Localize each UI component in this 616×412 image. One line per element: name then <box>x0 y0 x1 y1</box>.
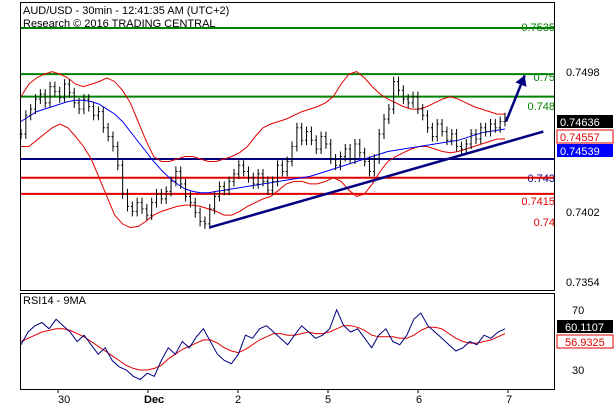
price-ytick-2: 0.7354 <box>566 277 600 289</box>
svg-text:0.74557: 0.74557 <box>560 132 600 144</box>
header-line1: AUD/USD - 30min - 12:41:35 AM (UTC+2) <box>23 5 229 17</box>
xtick-3: 5 <box>325 394 331 406</box>
rsi-badge-current: 60.1107 <box>557 320 613 334</box>
level-label-5: 0.74 <box>534 217 555 229</box>
rsi-ytick-0: 70 <box>572 305 584 317</box>
price-ytick-0: 0.7498 <box>566 67 600 79</box>
level-label-3: 0.743 <box>527 173 555 185</box>
price-badge-blue: 0.74539 <box>557 144 613 158</box>
svg-text:56.9325: 56.9325 <box>565 337 605 349</box>
level-label-4: 0.7415 <box>521 196 555 208</box>
price-ytick-1: 0.7402 <box>566 207 600 219</box>
price-badge-current: 0.74636 <box>557 115 613 129</box>
xtick-0: 30 <box>58 394 70 406</box>
svg-text:0.74539: 0.74539 <box>560 146 600 158</box>
rsi-title: RSI14 - 9MA <box>23 295 87 307</box>
bollinger-lower <box>21 123 505 229</box>
rsi-ytick-2: 30 <box>572 365 584 377</box>
price-panel-frame <box>20 2 555 291</box>
xtick-4: 6 <box>416 394 422 406</box>
level-label-2: 0.748 <box>527 101 555 113</box>
price-badge-red: 0.74557 <box>556 129 614 144</box>
svg-text:60.1107: 60.1107 <box>565 322 604 334</box>
support-trendline <box>208 130 544 229</box>
xtick-5: 7 <box>506 394 512 406</box>
xtick-2: 2 <box>235 394 241 406</box>
rsi-line <box>20 308 506 381</box>
forecast-arrow-head <box>515 75 527 87</box>
rsi-badge-ma: 56.9325 <box>556 334 614 349</box>
rsi-panel-frame <box>20 293 555 390</box>
bollinger-upper <box>20 71 505 162</box>
rsi-ma-line <box>20 325 506 371</box>
xtick-1: Dec <box>144 394 164 406</box>
svg-text:0.74636: 0.74636 <box>560 117 600 129</box>
